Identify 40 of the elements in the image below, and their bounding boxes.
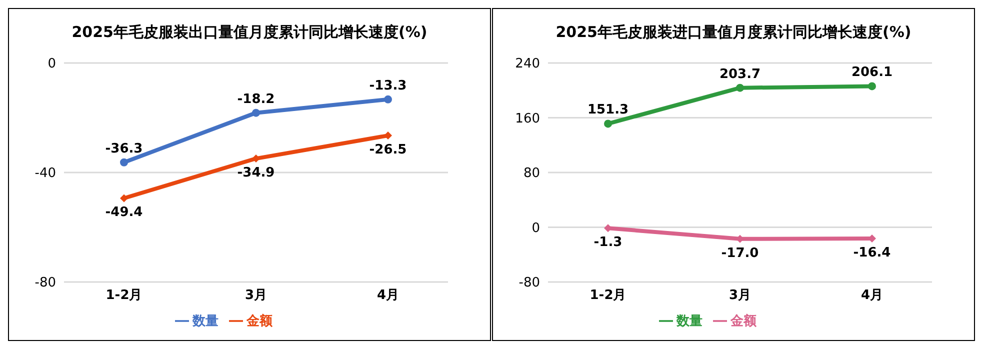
point bbox=[252, 108, 260, 117]
y-tick-label: 0 bbox=[48, 56, 56, 72]
legend-label: 金额 bbox=[730, 314, 756, 329]
point bbox=[120, 194, 128, 202]
y-tick-label: 240 bbox=[515, 56, 540, 72]
y-tick-label: 0 bbox=[532, 220, 540, 236]
legend-label: 数量 bbox=[192, 314, 218, 329]
point bbox=[384, 95, 392, 104]
data-label: -49.4 bbox=[105, 205, 143, 220]
x-tick-label: 3月 bbox=[244, 288, 268, 304]
legend-label: 数量 bbox=[676, 314, 702, 329]
x-tick-label: 3月 bbox=[728, 288, 752, 304]
y-tick-label: -40 bbox=[34, 166, 56, 182]
x-tick-label: 4月 bbox=[376, 288, 400, 304]
data-label: -13.3 bbox=[369, 78, 407, 94]
chart-title: 2025年毛皮服装出口量值月度累计同比增长速度(%) bbox=[70, 23, 428, 43]
data-label: -17.0 bbox=[721, 246, 759, 261]
y-tick-label: 160 bbox=[515, 111, 540, 126]
point bbox=[604, 120, 612, 128]
x-tick-label: 1-2月 bbox=[590, 288, 626, 304]
y-tick-label: -80 bbox=[518, 276, 540, 291]
data-label: -34.9 bbox=[237, 166, 275, 181]
y-tick-label: -80 bbox=[34, 276, 56, 291]
x-tick-label: 4月 bbox=[860, 288, 884, 304]
point bbox=[120, 158, 128, 166]
data-label: -26.5 bbox=[369, 142, 407, 158]
data-label: 203.7 bbox=[719, 66, 761, 82]
data-label: 206.1 bbox=[851, 65, 893, 80]
data-label: -1.3 bbox=[594, 235, 622, 250]
data-label: -18.2 bbox=[237, 92, 275, 107]
data-label: -36.3 bbox=[105, 141, 143, 156]
chart-title: 2025年毛皮服装进口量值月度累计同比增长速度(%) bbox=[554, 23, 912, 43]
point bbox=[868, 82, 876, 90]
data-label: -16.4 bbox=[853, 245, 891, 260]
point bbox=[384, 132, 392, 140]
data-label: 151.3 bbox=[587, 102, 629, 118]
y-tick-label: 80 bbox=[523, 166, 540, 182]
point bbox=[736, 84, 744, 92]
legend-label: 金额 bbox=[246, 314, 272, 329]
x-tick-label: 1-2月 bbox=[106, 288, 142, 304]
